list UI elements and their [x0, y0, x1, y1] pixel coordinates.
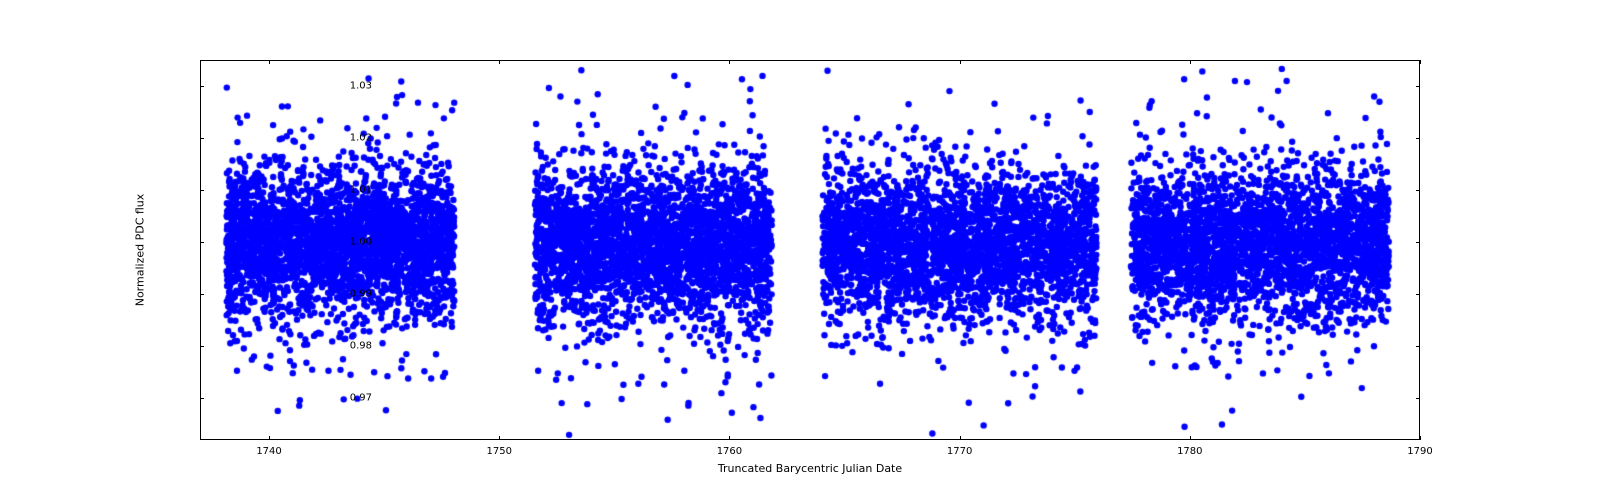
- tick-mark: [200, 86, 204, 87]
- tick-mark: [269, 436, 270, 440]
- y-tick-label: 0.98: [350, 341, 372, 352]
- tick-mark: [1416, 346, 1420, 347]
- x-tick-label: 1790: [1407, 446, 1432, 457]
- y-tick-label: 0.99: [350, 289, 372, 300]
- x-tick-label: 1770: [947, 446, 972, 457]
- tick-mark: [960, 60, 961, 64]
- tick-mark: [1416, 398, 1420, 399]
- tick-mark: [200, 294, 204, 295]
- tick-mark: [1416, 86, 1420, 87]
- x-tick-label: 1760: [717, 446, 742, 457]
- y-tick-label: 1.02: [350, 133, 372, 144]
- y-axis-label: Normalized PDC flux: [134, 194, 147, 307]
- x-tick-label: 1740: [256, 446, 281, 457]
- tick-mark: [1190, 60, 1191, 64]
- tick-mark: [729, 60, 730, 64]
- x-axis-label: Truncated Barycentric Julian Date: [718, 462, 902, 475]
- tick-mark: [200, 346, 204, 347]
- tick-mark: [499, 436, 500, 440]
- tick-mark: [1420, 436, 1421, 440]
- tick-mark: [1416, 294, 1420, 295]
- tick-mark: [200, 190, 204, 191]
- y-tick-label: 1.00: [350, 237, 372, 248]
- tick-mark: [960, 436, 961, 440]
- tick-mark: [200, 398, 204, 399]
- scatter-points: [201, 61, 1421, 441]
- tick-mark: [1416, 242, 1420, 243]
- x-tick-label: 1780: [1177, 446, 1202, 457]
- tick-mark: [729, 436, 730, 440]
- y-tick-label: 0.97: [350, 393, 372, 404]
- tick-mark: [1190, 436, 1191, 440]
- tick-mark: [1416, 190, 1420, 191]
- x-tick-label: 1750: [487, 446, 512, 457]
- tick-mark: [200, 138, 204, 139]
- tick-mark: [200, 242, 204, 243]
- tick-mark: [1420, 60, 1421, 64]
- light-curve-chart: [200, 60, 1420, 440]
- y-tick-label: 1.01: [350, 185, 372, 196]
- tick-mark: [1416, 138, 1420, 139]
- tick-mark: [499, 60, 500, 64]
- tick-mark: [269, 60, 270, 64]
- plot-border: [200, 60, 1420, 440]
- y-tick-label: 1.03: [350, 81, 372, 92]
